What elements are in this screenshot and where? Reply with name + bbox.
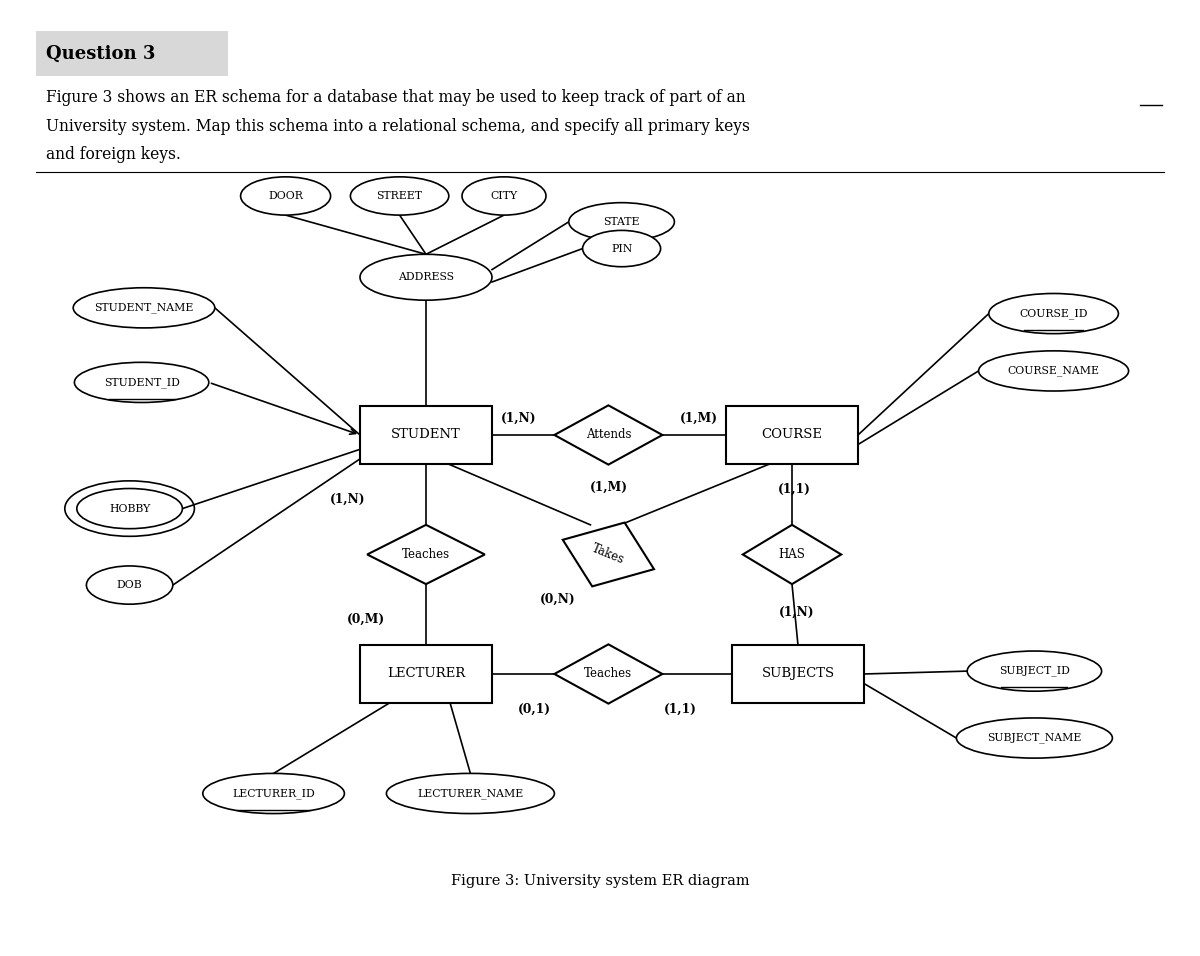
Ellipse shape	[74, 362, 209, 402]
Text: University system. Map this schema into a relational schema, and specify all pri: University system. Map this schema into …	[46, 118, 750, 135]
Text: (0,N): (0,N)	[540, 593, 576, 606]
Text: STATE: STATE	[604, 217, 640, 227]
Text: STREET: STREET	[377, 191, 422, 201]
Text: (1,N): (1,N)	[779, 605, 815, 619]
Ellipse shape	[462, 177, 546, 215]
FancyBboxPatch shape	[36, 31, 228, 76]
Text: SUBJECTS: SUBJECTS	[762, 667, 834, 681]
Polygon shape	[554, 644, 662, 704]
Bar	[726, 406, 858, 464]
Text: COURSE_ID: COURSE_ID	[1019, 308, 1088, 319]
Ellipse shape	[203, 773, 344, 814]
Bar	[360, 645, 492, 703]
Text: Question 3: Question 3	[46, 45, 155, 62]
Ellipse shape	[360, 254, 492, 300]
Text: SUBJECT_NAME: SUBJECT_NAME	[988, 732, 1081, 744]
Text: COURSE_NAME: COURSE_NAME	[1008, 365, 1099, 377]
Text: DOB: DOB	[116, 580, 143, 590]
Ellipse shape	[73, 288, 215, 328]
Polygon shape	[367, 525, 485, 584]
Text: COURSE: COURSE	[762, 428, 822, 442]
Ellipse shape	[350, 177, 449, 215]
Text: (0,1): (0,1)	[517, 703, 551, 716]
Text: (1,M): (1,M)	[679, 412, 718, 425]
Bar	[732, 645, 864, 703]
Text: STUDENT_NAME: STUDENT_NAME	[95, 302, 193, 314]
Polygon shape	[563, 523, 654, 586]
Polygon shape	[554, 405, 662, 465]
Text: LECTURER_ID: LECTURER_ID	[233, 788, 314, 799]
Text: Figure 3 shows an ER schema for a database that may be used to keep track of par: Figure 3 shows an ER schema for a databa…	[46, 89, 745, 106]
Text: (0,M): (0,M)	[347, 613, 385, 626]
Polygon shape	[743, 525, 841, 584]
Text: SUBJECT_ID: SUBJECT_ID	[998, 665, 1070, 677]
Bar	[360, 406, 492, 464]
Text: (1,N): (1,N)	[330, 492, 366, 506]
Text: (1,1): (1,1)	[664, 703, 697, 716]
Text: ADDRESS: ADDRESS	[398, 272, 454, 282]
Text: PIN: PIN	[611, 244, 632, 253]
Ellipse shape	[967, 651, 1102, 691]
Ellipse shape	[77, 489, 182, 529]
Text: LECTURER_NAME: LECTURER_NAME	[418, 788, 523, 799]
Text: HOBBY: HOBBY	[109, 504, 150, 513]
Ellipse shape	[386, 773, 554, 814]
Ellipse shape	[240, 177, 330, 215]
Text: HAS: HAS	[779, 548, 805, 561]
Text: Figure 3: University system ER diagram: Figure 3: University system ER diagram	[451, 875, 749, 888]
Ellipse shape	[989, 293, 1118, 334]
Text: STUDENT_ID: STUDENT_ID	[103, 377, 180, 388]
Text: CITY: CITY	[491, 191, 517, 201]
Text: (1,1): (1,1)	[778, 483, 811, 496]
Text: LECTURER: LECTURER	[386, 667, 466, 681]
Text: Teaches: Teaches	[402, 548, 450, 561]
Ellipse shape	[582, 230, 661, 267]
Text: DOOR: DOOR	[268, 191, 304, 201]
Ellipse shape	[569, 203, 674, 241]
Text: (1,M): (1,M)	[589, 481, 628, 494]
Text: Takes: Takes	[590, 542, 626, 567]
Text: and foreign keys.: and foreign keys.	[46, 146, 180, 163]
Text: STUDENT: STUDENT	[391, 428, 461, 442]
Ellipse shape	[956, 718, 1112, 758]
Text: Teaches: Teaches	[584, 667, 632, 681]
Ellipse shape	[979, 351, 1128, 391]
Ellipse shape	[86, 566, 173, 604]
Text: (1,N): (1,N)	[500, 412, 536, 425]
Text: Attends: Attends	[586, 428, 631, 442]
